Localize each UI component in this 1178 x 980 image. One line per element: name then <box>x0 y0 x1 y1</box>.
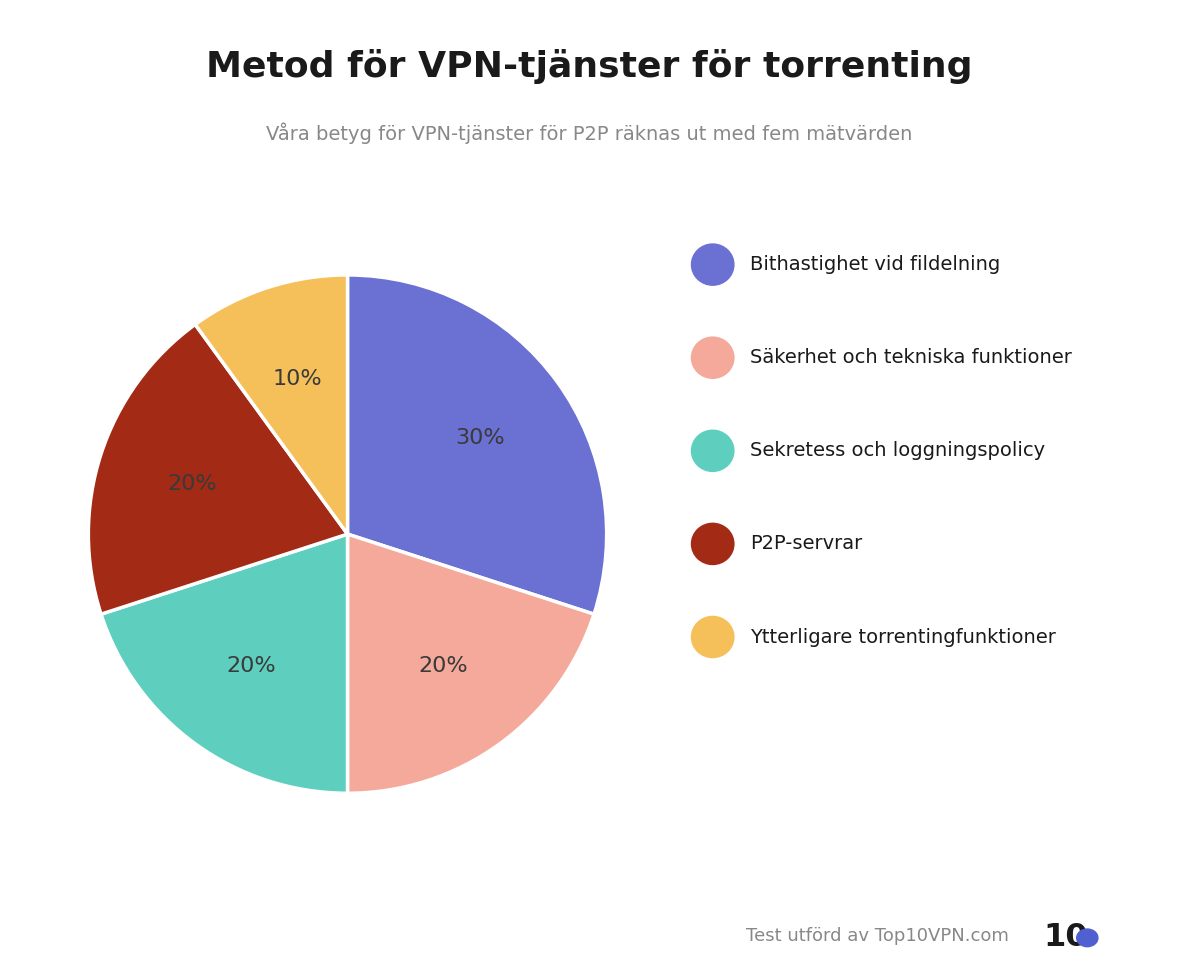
Wedge shape <box>101 534 348 793</box>
Text: P2P-servrar: P2P-servrar <box>750 534 862 554</box>
Wedge shape <box>348 534 594 793</box>
Text: Test utförd av Top10VPN.com: Test utförd av Top10VPN.com <box>746 927 1010 945</box>
Text: Metod för VPN-tjänster för torrenting: Metod för VPN-tjänster för torrenting <box>206 49 972 84</box>
Text: 20%: 20% <box>226 657 277 676</box>
Text: Säkerhet och tekniska funktioner: Säkerhet och tekniska funktioner <box>750 348 1072 368</box>
Text: 30%: 30% <box>455 428 504 448</box>
Text: 20%: 20% <box>418 657 469 676</box>
Text: 10%: 10% <box>272 368 322 389</box>
Text: 20%: 20% <box>167 473 217 494</box>
Wedge shape <box>88 324 348 614</box>
Text: Sekretess och loggningspolicy: Sekretess och loggningspolicy <box>750 441 1046 461</box>
Text: Ytterligare torrentingfunktioner: Ytterligare torrentingfunktioner <box>750 627 1057 647</box>
Text: Bithastighet vid fildelning: Bithastighet vid fildelning <box>750 255 1000 274</box>
Wedge shape <box>348 275 607 614</box>
Text: 10: 10 <box>1044 922 1088 954</box>
Text: Våra betyg för VPN-tjänster för P2P räknas ut med fem mätvärden: Våra betyg för VPN-tjänster för P2P räkn… <box>266 122 912 144</box>
Wedge shape <box>196 275 348 534</box>
